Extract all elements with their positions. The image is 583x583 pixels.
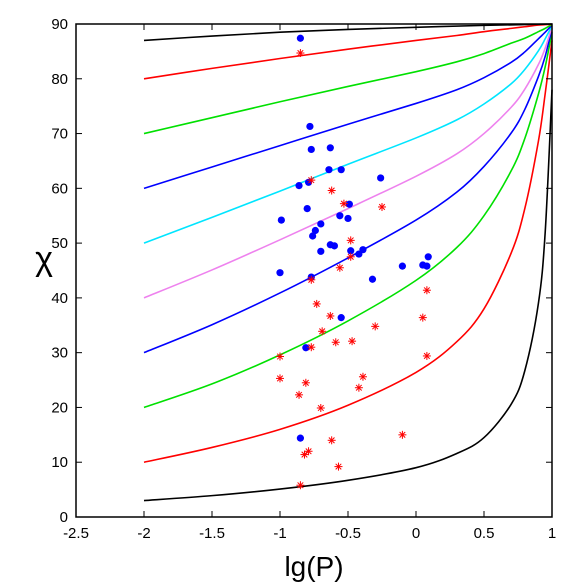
data-point-circle [296,34,304,42]
data-point-asterisk [358,372,367,381]
data-point-asterisk [346,252,355,261]
data-point-asterisk [327,436,336,445]
data-point-circle [337,166,345,174]
data-point-circle [336,212,344,220]
data-point-asterisk [327,186,336,195]
data-point-asterisk [348,337,357,346]
y-tick-label: 10 [51,454,68,471]
model-curve-9 [143,23,553,80]
data-point-asterisk [300,450,309,459]
data-point-asterisk [296,481,305,490]
data-point-asterisk [301,378,310,387]
data-point-circle [295,181,303,190]
y-tick-label: 80 [51,71,68,88]
data-point-circle [423,262,431,270]
data-point-asterisk [296,49,305,58]
data-point-asterisk [418,313,427,322]
data-point-circle [307,145,315,154]
data-point-circle [337,314,345,322]
data-point-asterisk [422,351,431,360]
x-tick-label: 1 [548,525,556,542]
data-point-asterisk [371,322,380,331]
model-curve-2 [143,40,553,464]
data-point-asterisk [316,403,325,412]
data-point-asterisk [326,311,335,320]
data-point-asterisk [422,286,431,295]
data-point-circle [302,344,310,352]
data-point-circle [347,247,355,255]
x-tick-label: 0.5 [474,525,495,542]
model-curve-4 [143,28,553,354]
y-axis-label: χ [35,240,53,278]
y-tick-label: 0 [60,509,68,526]
data-points [276,34,432,490]
data-point-circle [317,220,325,228]
data-point-asterisk [335,263,344,272]
plot-frame [75,23,553,518]
data-point-circle [277,216,285,224]
y-tick-label: 50 [51,235,68,252]
data-point-asterisk [318,327,327,336]
data-point-asterisk [307,176,316,185]
data-point-circle [303,205,311,213]
data-point-circle [325,166,333,174]
x-tick-label: -1 [273,525,286,542]
data-point-circle [306,122,314,131]
model-curve-8 [143,23,553,135]
data-point-asterisk [334,462,343,471]
model-curves [143,23,553,502]
x-tick-label: -2 [137,525,150,542]
data-point-circle [344,214,352,223]
y-tick-label: 30 [51,345,68,362]
data-point-asterisk [295,390,304,399]
data-point-circle [330,242,338,250]
data-point-asterisk [339,199,348,208]
data-point-circle [424,253,432,261]
data-point-circle [311,226,319,235]
y-tick-label: 20 [51,399,68,416]
data-point-circle [359,246,367,254]
data-point-circle [345,200,353,208]
data-point-asterisk [398,430,407,439]
x-tick-label: -1.5 [199,525,225,542]
data-point-asterisk [307,343,316,352]
y-tick-label: 40 [51,290,68,307]
data-point-asterisk [378,202,386,211]
model-curve-7 [143,24,553,190]
x-tick-label: -0.5 [335,525,361,542]
data-point-asterisk [276,352,284,361]
data-point-asterisk [307,275,316,284]
y-tick-label: 70 [51,126,68,143]
data-point-asterisk [312,299,321,308]
x-axis-label: lg(P) [284,551,343,582]
data-point-circle [326,144,334,152]
model-curve-1 [143,89,553,502]
x-tick-label: 0 [412,525,420,542]
data-point-asterisk [276,374,284,383]
model-curve-6 [143,25,553,244]
model-curve-3 [143,32,553,409]
y-tick-label: 90 [51,16,68,33]
data-point-asterisk [331,338,340,347]
data-point-circle [368,275,377,283]
data-point-asterisk [304,447,313,456]
data-point-circle [377,174,385,182]
data-point-asterisk [354,383,363,392]
y-tick-label: 60 [51,180,68,197]
data-point-circle [296,434,304,442]
data-point-circle [317,247,325,255]
model-curve-5 [143,26,553,299]
data-point-asterisk [346,236,355,245]
data-point-circle [309,232,317,240]
data-point-circle [276,269,284,277]
x-tick-label: -2.5 [63,525,89,542]
data-point-circle [398,262,406,270]
